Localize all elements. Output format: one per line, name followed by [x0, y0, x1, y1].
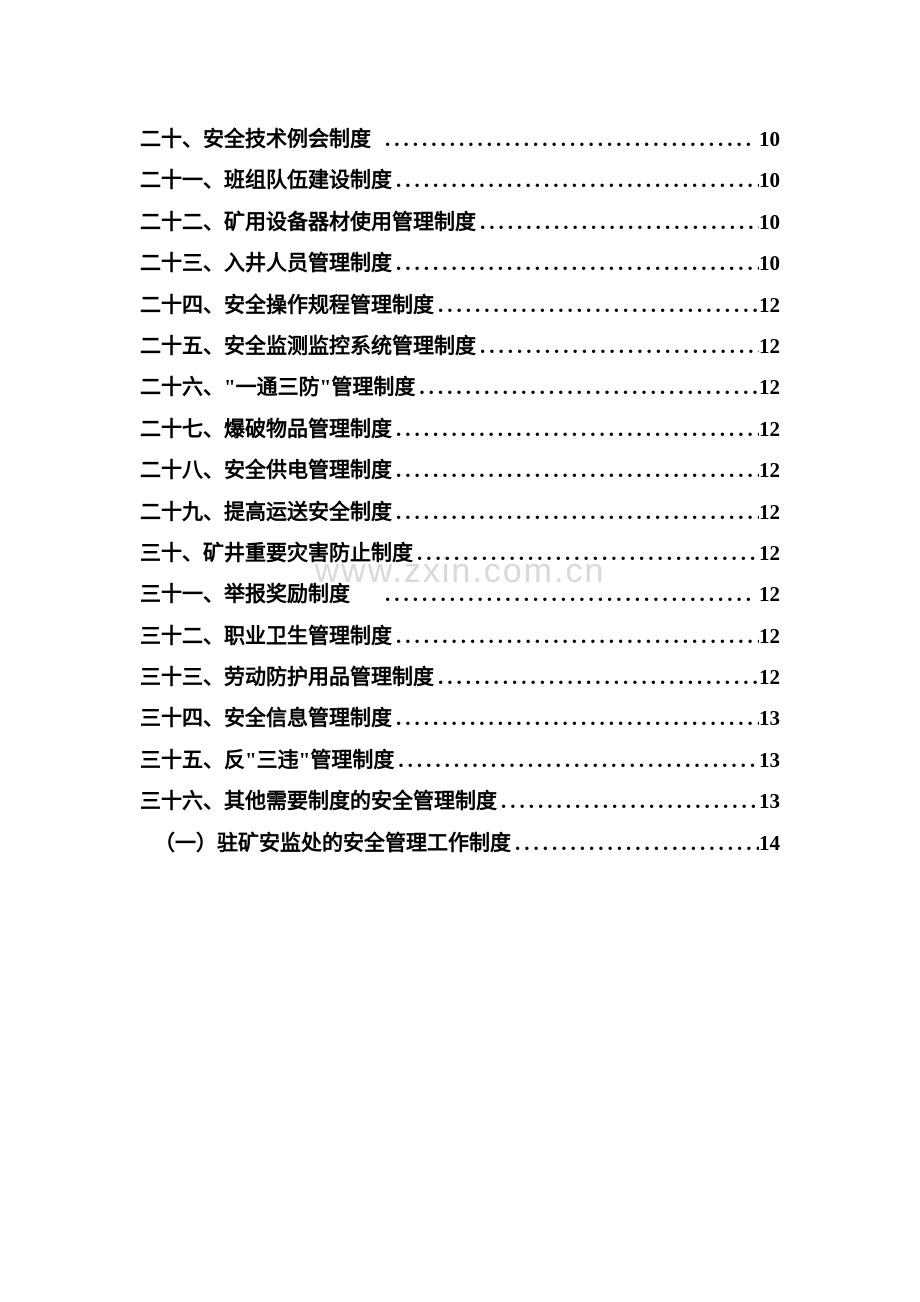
toc-dots: ........................................ — [392, 498, 759, 527]
toc-entry: 二十八、安全供电管理制度............................… — [140, 456, 780, 485]
toc-title: 二十七、爆破物品管理制度 — [140, 415, 392, 444]
toc-page: 12 — [759, 291, 780, 320]
toc-dots: ........................................ — [392, 456, 759, 485]
toc-page: 10 — [759, 125, 780, 154]
toc-dots: ........................................ — [476, 332, 759, 361]
toc-dots: ........................................ — [350, 580, 759, 609]
toc-page: 12 — [759, 498, 780, 527]
toc-entry: 三十二、职业卫生管理制度............................… — [140, 622, 780, 651]
toc-title: 三十三、劳动防护用品管理制度 — [140, 663, 434, 692]
toc-entry: 三十、矿井重要灾害防止制度...........................… — [140, 539, 780, 568]
toc-title: （一）驻矿安监处的安全管理工作制度 — [154, 829, 511, 858]
toc-page: 12 — [759, 415, 780, 444]
toc-page: 10 — [759, 208, 780, 237]
toc-dots: ........................................ — [394, 746, 759, 775]
toc-list: 二十、安全技术例会制度.............................… — [140, 125, 780, 858]
toc-page: 10 — [759, 249, 780, 278]
toc-dots: ........................................ — [392, 249, 759, 278]
toc-entry: （一）驻矿安监处的安全管理工作制度.......................… — [140, 829, 780, 858]
toc-entry: 二十九、提高运送安全制度............................… — [140, 498, 780, 527]
toc-dots: ........................................ — [392, 622, 759, 651]
toc-entry: 二十四、安全操作规程管理制度..........................… — [140, 291, 780, 320]
toc-title: 三十四、安全信息管理制度 — [140, 704, 392, 733]
toc-entry: 二十三、入井人员管理制度............................… — [140, 249, 780, 278]
toc-title: 二十二、矿用设备器材使用管理制度 — [140, 208, 476, 237]
toc-page: 13 — [759, 704, 780, 733]
toc-dots: ........................................ — [497, 787, 759, 816]
toc-title: 三十一、举报奖励制度 — [140, 580, 350, 609]
toc-entry: 二十五、安全监测监控系统管理制度........................… — [140, 332, 780, 361]
toc-page: 13 — [759, 746, 780, 775]
toc-page: 12 — [759, 539, 780, 568]
toc-title: 二十三、入井人员管理制度 — [140, 249, 392, 278]
toc-dots: ........................................ — [413, 539, 759, 568]
toc-page: 13 — [759, 787, 780, 816]
toc-entry: 三十六、其他需要制度的安全管理制度.......................… — [140, 787, 780, 816]
toc-title: 二十、安全技术例会制度 — [140, 125, 371, 154]
toc-dots: ........................................ — [392, 704, 759, 733]
toc-page: 12 — [759, 373, 780, 402]
toc-title: 三十六、其他需要制度的安全管理制度 — [140, 787, 497, 816]
toc-dots: ........................................ — [415, 373, 759, 402]
toc-page: 12 — [759, 332, 780, 361]
toc-entry: 三十三、劳动防护用品管理制度..........................… — [140, 663, 780, 692]
toc-title: 三十二、职业卫生管理制度 — [140, 622, 392, 651]
toc-entry: 二十、安全技术例会制度.............................… — [140, 125, 780, 154]
toc-entry: 三十五、反"三违"管理制度...........................… — [140, 746, 780, 775]
toc-page: 14 — [759, 829, 780, 858]
toc-dots: ........................................ — [371, 125, 759, 154]
toc-dots: ........................................ — [434, 663, 759, 692]
toc-title: 二十六、"一通三防"管理制度 — [140, 373, 415, 402]
toc-dots: ........................................ — [392, 166, 759, 195]
toc-dots: ........................................ — [434, 291, 759, 320]
toc-title: 二十四、安全操作规程管理制度 — [140, 291, 434, 320]
toc-title: 三十、矿井重要灾害防止制度 — [140, 539, 413, 568]
toc-entry: 二十六、"一通三防"管理制度..........................… — [140, 373, 780, 402]
toc-entry: 二十一、班组队伍建设制度............................… — [140, 166, 780, 195]
toc-title: 二十五、安全监测监控系统管理制度 — [140, 332, 476, 361]
toc-entry: 三十四、安全信息管理制度............................… — [140, 704, 780, 733]
page-content: 二十、安全技术例会制度.............................… — [0, 0, 920, 858]
toc-dots: ........................................ — [392, 415, 759, 444]
toc-entry: 二十二、矿用设备器材使用管理制度........................… — [140, 208, 780, 237]
toc-title: 二十一、班组队伍建设制度 — [140, 166, 392, 195]
toc-dots: ........................................ — [476, 208, 759, 237]
toc-title: 二十八、安全供电管理制度 — [140, 456, 392, 485]
toc-page: 10 — [759, 166, 780, 195]
toc-entry: 三十一、举报奖励制度..............................… — [140, 580, 780, 609]
toc-title: 二十九、提高运送安全制度 — [140, 498, 392, 527]
toc-dots: ........................................ — [511, 829, 759, 858]
toc-entry: 二十七、爆破物品管理制度............................… — [140, 415, 780, 444]
toc-page: 12 — [759, 663, 780, 692]
toc-page: 12 — [759, 622, 780, 651]
toc-page: 12 — [759, 456, 780, 485]
toc-title: 三十五、反"三违"管理制度 — [140, 746, 394, 775]
toc-page: 12 — [759, 580, 780, 609]
